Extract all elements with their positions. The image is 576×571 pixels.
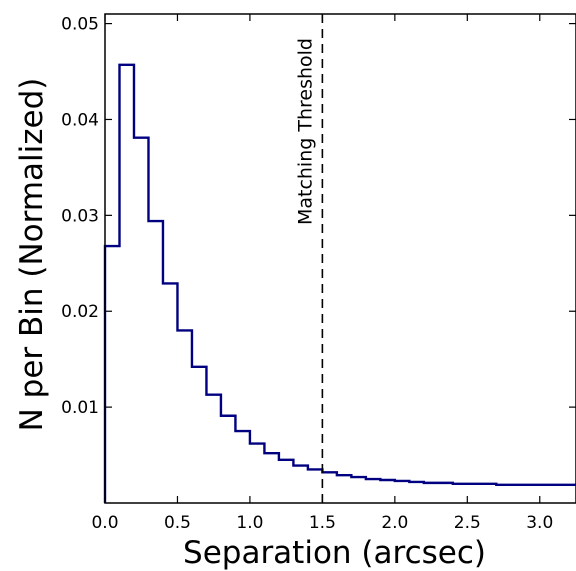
plot-area: Matching Threshold <box>103 14 576 503</box>
plot-frame <box>104 13 576 504</box>
x-tick-label: 2.5 <box>454 513 481 533</box>
x-tick-label: 2.0 <box>381 513 408 533</box>
y-tick-label: 0.01 <box>61 398 99 418</box>
y-axis-title: N per Bin (Normalized) <box>14 78 50 432</box>
x-tick-label: 0.0 <box>91 513 118 533</box>
x-axis-title: Separation (arcsec) <box>183 535 486 571</box>
histogram-step-line-0 <box>103 63 576 503</box>
x-tick-label: 1.0 <box>236 513 263 533</box>
axis-ticks: 0.0 0.5 1.0 1.5 2.0 2.5 3.0 0.01 0.02 0.03 0.04 0.0… <box>61 14 576 533</box>
threshold-label: Matching Threshold <box>294 38 316 225</box>
x-tick-label: 0.5 <box>164 513 191 533</box>
x-tick-label: 1.5 <box>309 513 336 533</box>
y-tick-label: 0.03 <box>61 206 99 226</box>
y-tick-label: 0.02 <box>61 302 99 322</box>
y-tick-label: 0.05 <box>61 15 99 35</box>
y-tick-label: 0.04 <box>61 110 99 130</box>
x-tick-label: 3.0 <box>526 513 553 533</box>
